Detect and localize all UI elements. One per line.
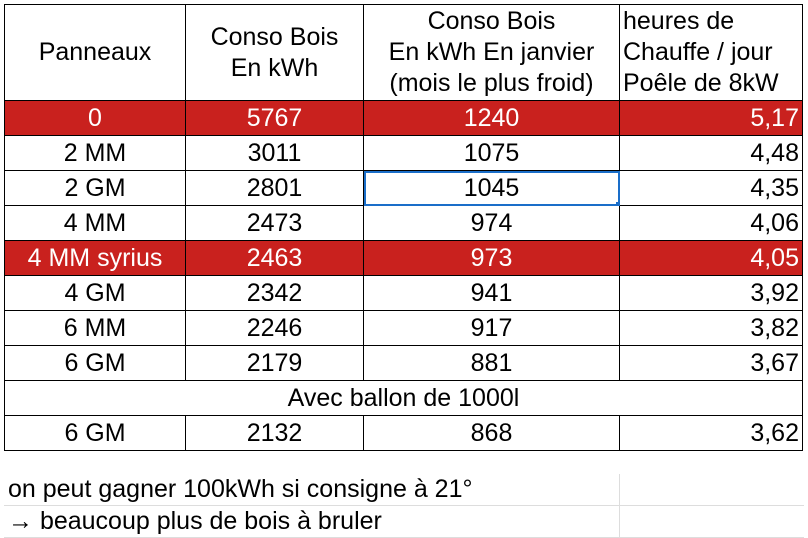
cell[interactable]: 3,82 [619,310,803,346]
data-row: 4 GM 2342 941 3,92 [4,275,803,311]
cell[interactable]: 5,17 [619,100,803,136]
data-row: 6 GM 2179 881 3,67 [4,345,803,381]
data-row: 6 MM 2246 917 3,82 [4,310,803,346]
cell[interactable]: 2463 [185,240,364,276]
cell[interactable]: 1240 [363,100,620,136]
header-line: En kWh [230,53,319,82]
cell[interactable]: 917 [363,310,620,346]
section-row: Avec ballon de 1000l [4,380,803,416]
header-cell: Conso Bois En kWh En janvier (mois le plus… [363,4,620,101]
cell[interactable]: 4,06 [619,205,803,241]
data-table: Panneaux Conso Bois En kWh Conso Bois En kWh… [4,4,803,451]
cell[interactable]: 2132 [185,415,364,451]
header-line: Panneaux [38,38,152,66]
note: → beaucoup plus de bois à bruler [4,506,804,538]
header-line: Chauffe / jour [623,38,773,66]
cell[interactable]: 2 MM [4,135,186,171]
cell[interactable]: 4 GM [4,275,186,311]
notes: on peut gagner 100kWh si consigne à 21° →… [4,474,804,538]
header-line: En kWh En janvier [388,38,595,66]
data-row: 0 5767 1240 5,17 [4,100,803,136]
cell[interactable]: 974 [363,205,620,241]
cell[interactable]: 4,35 [619,170,803,206]
header-line: Conso Bois [210,22,339,51]
cell[interactable]: 2342 [185,275,364,311]
note: on peut gagner 100kWh si consigne à 21° [4,474,804,506]
fill-handle [616,202,619,205]
cell[interactable]: 973 [363,240,620,276]
data-row: 2 GM 2801 1045 4,35 [4,170,803,206]
cell[interactable]: 3,92 [619,275,803,311]
cell[interactable]: 2246 [185,310,364,346]
header-cell: Conso Bois En kWh [185,4,364,101]
cell[interactable]: 5767 [185,100,364,136]
header-row: Panneaux Conso Bois En kWh Conso Bois En kWh… [4,4,803,101]
data-row: 4 MM syrius 2463 973 4,05 [4,240,803,276]
cell[interactable]: 2 GM [4,170,186,206]
cell[interactable]: 4,05 [619,240,803,276]
cell[interactable]: 2801 [185,170,364,206]
header-line: Conso Bois [427,7,556,35]
cell[interactable]: 0 [4,100,186,136]
cell[interactable]: 941 [363,275,620,311]
cell[interactable]: 6 MM [4,310,186,346]
cell[interactable]: 6 GM [4,415,186,451]
cell[interactable]: 6 GM [4,345,186,381]
cell[interactable]: 1075 [363,135,620,171]
data-row: 4 MM 2473 974 4,06 [4,205,803,241]
section-cell[interactable]: Avec ballon de 1000l [4,380,803,416]
header-line: Poêle de 8kW [623,69,779,97]
header-cell: Panneaux [4,4,186,101]
header-line: heures de [623,7,735,35]
cell[interactable]: 881 [363,345,620,381]
spreadsheet: Panneaux Conso Bois En kWh Conso Bois En kWh… [4,4,803,451]
cell[interactable]: 2179 [185,345,364,381]
cell[interactable]: 1045 [363,170,620,206]
cell[interactable]: 4,48 [619,135,803,171]
cell[interactable]: 2473 [185,205,364,241]
cell[interactable]: 3,67 [619,345,803,381]
cell[interactable]: 3,62 [619,415,803,451]
header-cell: heures de Chauffe / jour Poêle de 8kW [619,4,803,101]
cell[interactable]: 4 MM [4,205,186,241]
cell[interactable]: 3011 [185,135,364,171]
data-row: 6 GM 2132 868 3,62 [4,415,803,451]
cell[interactable]: 4 MM syrius [4,240,186,276]
header-line: (mois le plus froid) [389,69,594,97]
cell[interactable]: 868 [363,415,620,451]
data-row: 2 MM 3011 1075 4,48 [4,135,803,171]
